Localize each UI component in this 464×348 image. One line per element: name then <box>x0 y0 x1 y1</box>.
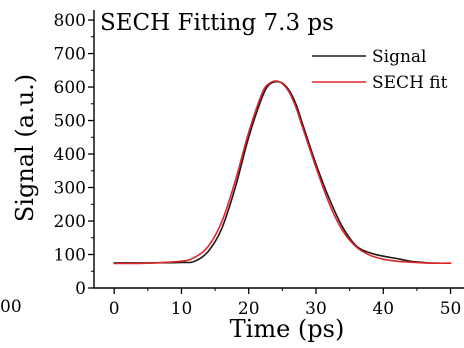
x-tick-label: 40 <box>372 299 394 319</box>
x-tick-label: 20 <box>238 299 260 319</box>
y-tick-label: 500 <box>54 112 86 132</box>
y-tick-label: 400 <box>54 145 86 165</box>
y-tick-label: 600 <box>54 78 86 98</box>
y-tick-label: 800 <box>54 11 86 31</box>
legend: Signal SECH fit <box>312 47 448 93</box>
y-tick-label: 0 <box>75 279 86 299</box>
y-tick-label: 200 <box>54 212 86 232</box>
x-tick-label: 0 <box>109 299 120 319</box>
x-axis-ticks: 0 10 20 30 40 50 <box>109 288 462 319</box>
y-tick-label: 100 <box>54 246 86 266</box>
y-tick-label: 300 <box>54 179 86 199</box>
x-tick-label: 50 <box>440 299 462 319</box>
x-axis-title: Time (ps) <box>230 315 345 343</box>
series-line-sech-fit <box>113 80 452 265</box>
legend-label: SECH fit <box>372 73 448 93</box>
x-tick-label: 10 <box>171 299 193 319</box>
x-tick-label: 30 <box>305 299 327 319</box>
series-layer <box>113 80 452 265</box>
y-tick-label: 700 <box>54 45 86 65</box>
left-edge-tick-label: 00 <box>0 297 22 317</box>
series-line-signal <box>113 80 452 265</box>
legend-label: Signal <box>372 47 427 67</box>
chart-title: SECH Fitting 7.3 ps <box>100 10 334 36</box>
y-axis-title: Signal (a.u.) <box>11 74 39 222</box>
y-axis-ticks: 0 100 200 300 400 500 600 700 800 <box>54 11 94 299</box>
